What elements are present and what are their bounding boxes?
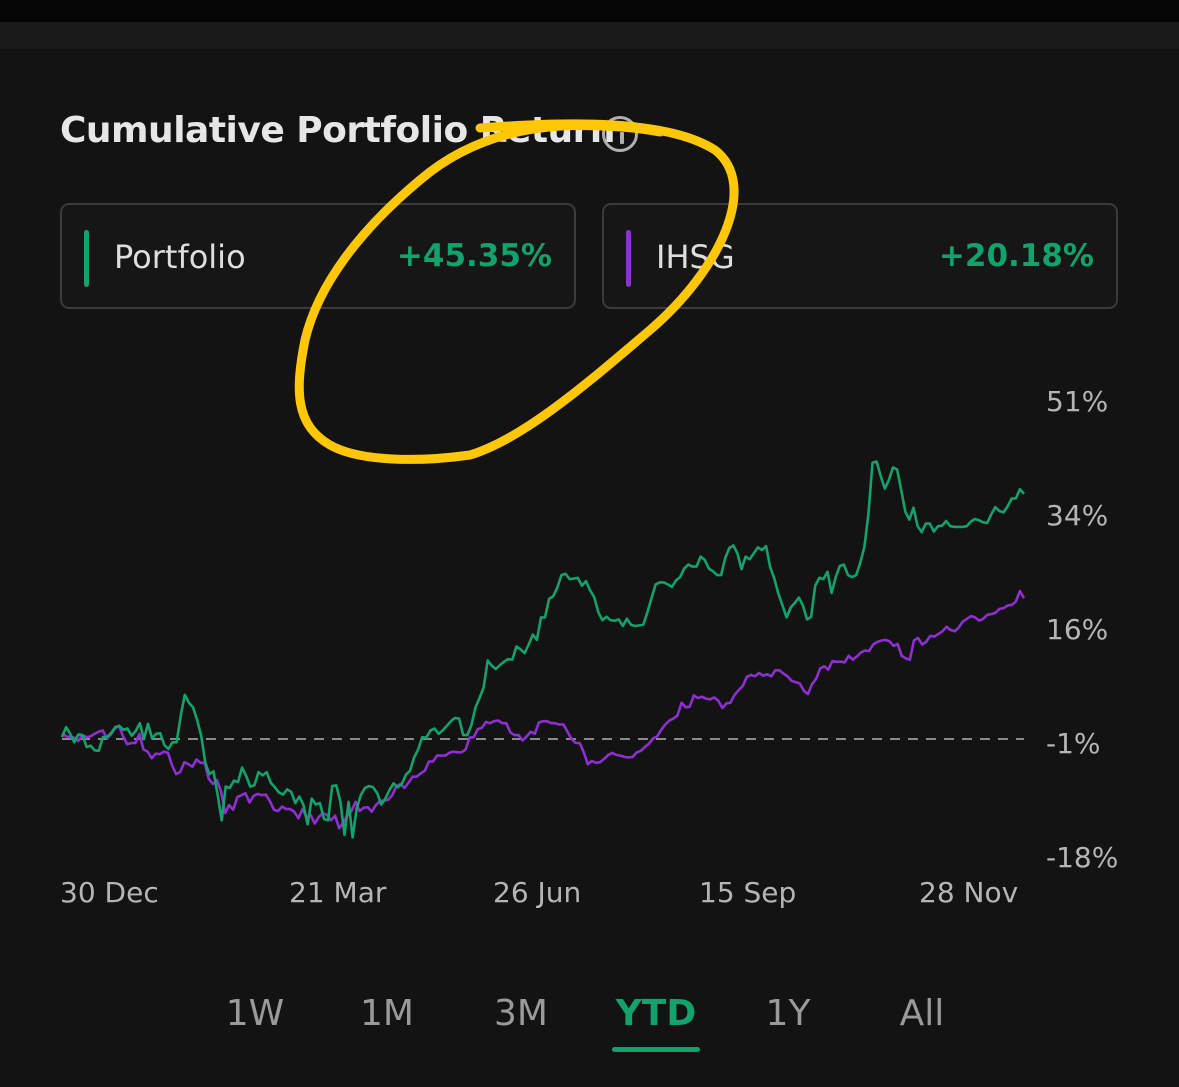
period-tab-ytd[interactable]: YTD [615,993,697,1034]
portfolio-label: Portfolio [114,238,246,276]
ihsg-color-marker [626,230,631,287]
page-title: Cumulative Portfolio Return [60,110,616,151]
x-tick-label: 15 Sep [699,876,797,909]
portfolio-return-value: +45.35% [396,238,552,274]
period-tab-3m[interactable]: 3M [494,993,548,1034]
y-tick-label: -18% [1046,841,1119,874]
portfolio-series-line [60,460,1025,839]
info-icon-bar [620,132,624,144]
legend-card-ihsg: IHSG +20.18% [602,203,1118,309]
selected-tab-indicator [612,1047,700,1052]
info-icon-dot [620,125,624,129]
ihsg-label: IHSG [656,238,735,276]
status-bar-area [0,0,1179,22]
x-tick-label: 28 Nov [919,876,1019,909]
y-tick-label: -1% [1046,727,1101,760]
legend-card-portfolio: Portfolio +45.35% [60,203,576,309]
y-tick-label: 51% [1046,385,1109,418]
ihsg-return-value: +20.18% [938,238,1094,274]
x-tick-label: 26 Jun [493,876,582,909]
period-tab-1y[interactable]: 1Y [765,993,811,1034]
period-tab-1w[interactable]: 1W [225,993,285,1034]
portfolio-color-marker [84,230,89,287]
return-chart [60,460,1026,839]
header-strip [0,22,1179,49]
period-tab-1m[interactable]: 1M [360,993,414,1034]
period-tab-all[interactable]: All [899,993,945,1034]
y-tick-label: 16% [1046,613,1109,646]
x-tick-label: 21 Mar [289,876,387,909]
x-tick-label: 30 Dec [60,876,159,909]
info-icon[interactable] [602,116,638,152]
y-tick-label: 34% [1046,499,1109,532]
ihsg-series-line [61,589,1026,830]
